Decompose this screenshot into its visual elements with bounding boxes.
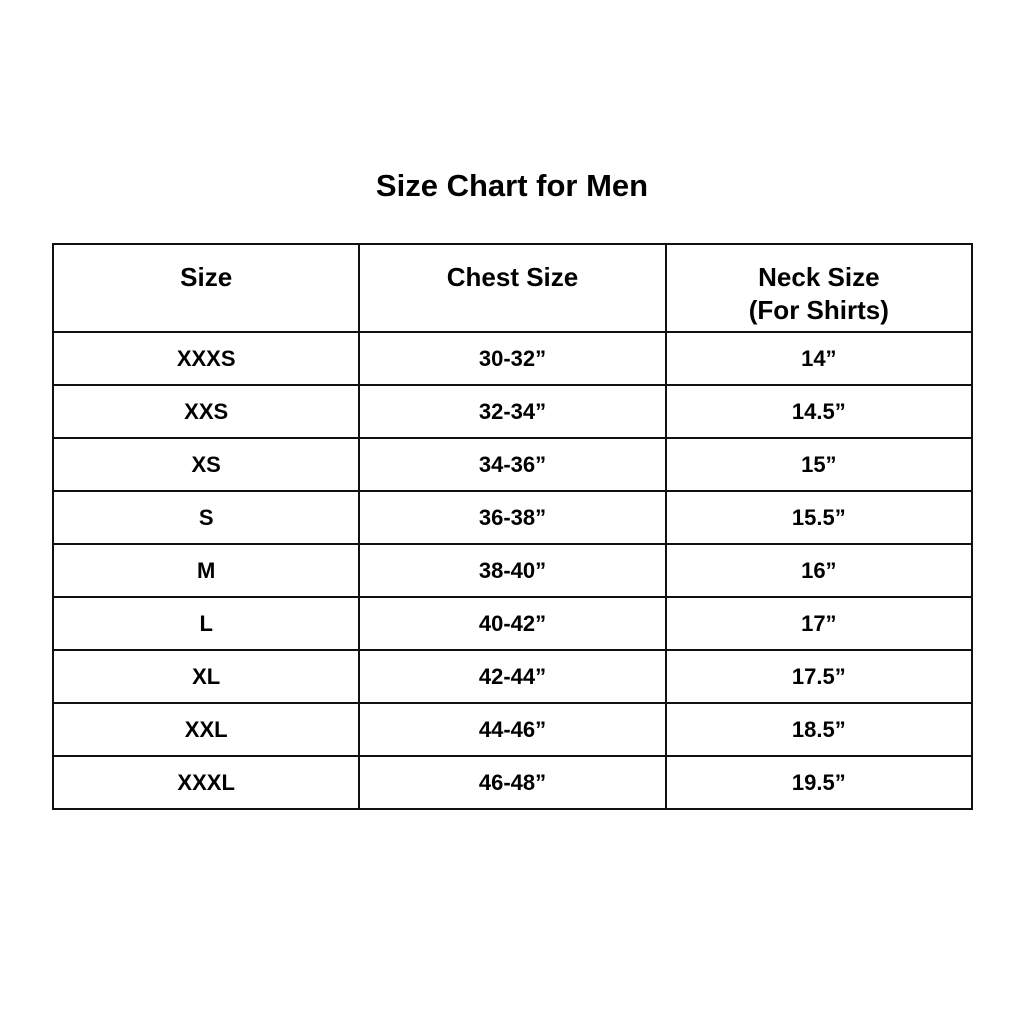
size-cell: XL [51, 649, 361, 704]
table-row: L 40-42” 17” [51, 596, 974, 651]
size-cell: XS [51, 437, 361, 492]
header-size: Size [51, 243, 361, 333]
size-cell: L [51, 596, 361, 651]
header-row: Size Chest Size Neck Size (For Shirts) [51, 243, 974, 333]
neck-size-cell: 19.5” [664, 755, 974, 810]
chest-size-cell: 30-32” [358, 331, 667, 386]
neck-size-cell: 15” [664, 437, 974, 492]
size-cell: M [51, 543, 361, 598]
table-row: XXS 32-34” 14.5” [51, 384, 974, 439]
header-neck-size-label: Neck Size [758, 262, 880, 292]
page-title: Size Chart for Men [375, 168, 649, 203]
header-neck-size: Neck Size (For Shirts) [664, 243, 974, 333]
neck-size-cell: 18.5” [664, 702, 974, 757]
size-cell: XXS [51, 384, 361, 439]
size-cell: XXXS [51, 331, 361, 386]
size-cell: XXXL [51, 755, 361, 810]
neck-size-cell: 17” [664, 596, 974, 651]
chest-size-cell: 46-48” [358, 755, 667, 810]
chest-size-cell: 42-44” [358, 649, 667, 704]
chest-size-cell: 44-46” [358, 702, 667, 757]
size-cell: S [51, 490, 361, 545]
neck-size-cell: 14.5” [664, 384, 974, 439]
chest-size-cell: 40-42” [358, 596, 667, 651]
chest-size-cell: 34-36” [358, 437, 667, 492]
table-row: XXXL 46-48” 19.5” [51, 755, 974, 810]
header-chest-size: Chest Size [358, 243, 667, 333]
table-row: M 38-40” 16” [51, 543, 974, 598]
neck-size-cell: 14” [664, 331, 974, 386]
table-row: S 36-38” 15.5” [51, 490, 974, 545]
table-row: XXXS 30-32” 14” [51, 331, 974, 386]
chest-size-cell: 38-40” [358, 543, 667, 598]
neck-size-cell: 15.5” [664, 490, 974, 545]
header-neck-size-note: (For Shirts) [748, 295, 889, 325]
table-row: XXL 44-46” 18.5” [51, 702, 974, 757]
chest-size-cell: 32-34” [358, 384, 667, 439]
table-row: XS 34-36” 15” [51, 437, 974, 492]
neck-size-cell: 16” [664, 543, 974, 598]
chest-size-cell: 36-38” [358, 490, 667, 545]
table-row: XL 42-44” 17.5” [51, 649, 974, 704]
size-cell: XXL [51, 702, 361, 757]
neck-size-cell: 17.5” [664, 649, 974, 704]
size-chart-table: Size Chest Size Neck Size (For Shirts) XX… [51, 243, 974, 810]
